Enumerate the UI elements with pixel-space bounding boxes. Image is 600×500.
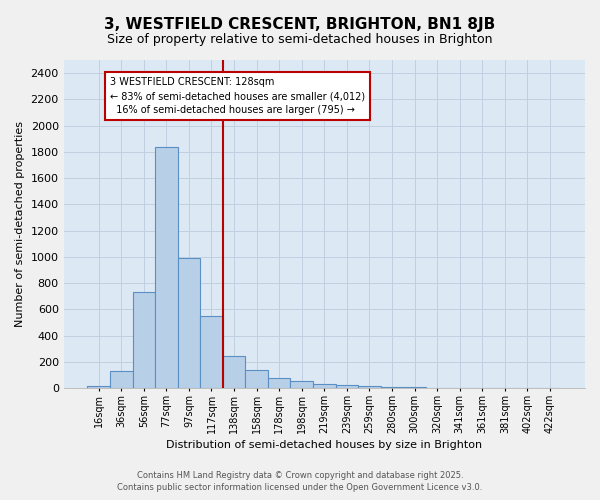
Bar bbox=[245, 370, 268, 388]
Bar bbox=[110, 371, 133, 388]
Bar bbox=[381, 387, 403, 388]
Bar bbox=[290, 381, 313, 388]
Bar bbox=[133, 292, 155, 388]
Bar bbox=[313, 384, 335, 388]
Bar bbox=[88, 386, 110, 388]
Text: Contains HM Land Registry data © Crown copyright and database right 2025.
Contai: Contains HM Land Registry data © Crown c… bbox=[118, 471, 482, 492]
Text: Size of property relative to semi-detached houses in Brighton: Size of property relative to semi-detach… bbox=[107, 32, 493, 46]
Text: 3, WESTFIELD CRESCENT, BRIGHTON, BN1 8JB: 3, WESTFIELD CRESCENT, BRIGHTON, BN1 8JB bbox=[104, 18, 496, 32]
Bar bbox=[335, 385, 358, 388]
Text: 3 WESTFIELD CRESCENT: 128sqm
← 83% of semi-detached houses are smaller (4,012)
 : 3 WESTFIELD CRESCENT: 128sqm ← 83% of se… bbox=[110, 77, 365, 115]
Bar bbox=[268, 378, 290, 388]
Y-axis label: Number of semi-detached properties: Number of semi-detached properties bbox=[15, 121, 25, 327]
Bar bbox=[178, 258, 200, 388]
Bar bbox=[223, 356, 245, 388]
Bar bbox=[358, 386, 381, 388]
X-axis label: Distribution of semi-detached houses by size in Brighton: Distribution of semi-detached houses by … bbox=[166, 440, 482, 450]
Bar bbox=[200, 316, 223, 388]
Bar bbox=[155, 146, 178, 388]
